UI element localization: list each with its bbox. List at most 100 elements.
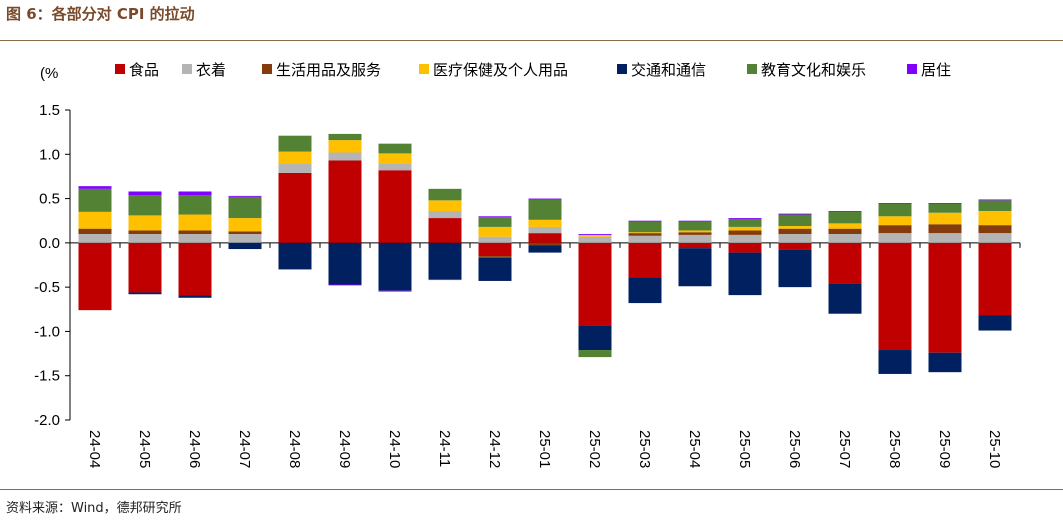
bar-segment-25-10-1: [978, 233, 1012, 243]
x-tick-label: 25-06: [786, 430, 803, 468]
bar-segment-25-10-2: [978, 225, 1012, 234]
bar-segment-24-11-3: [428, 200, 462, 211]
bar-segment-25-04-0: [678, 242, 712, 249]
bar-segment-25-06-6: [778, 213, 812, 215]
bar-segment-24-06-2: [178, 230, 212, 234]
x-tick-label: 24-08: [286, 430, 303, 468]
bar-segment-24-08-0: [278, 172, 312, 243]
stacked-bar-chart: 食品 衣着 生活用品及服务 医疗保健及个人用品 交通和通信 教育文化和娱乐 居住 (% 1.…: [34, 61, 1021, 468]
bar-segment-24-11-4: [428, 242, 462, 280]
bar-segment-25-06-3: [778, 226, 812, 229]
legend-label-1: 衣着: [196, 61, 226, 79]
bar-segment-25-10-4: [978, 315, 1012, 331]
bar-segment-24-08-3: [278, 151, 312, 165]
bar-segment-25-01-4: [528, 245, 562, 253]
bar-segment-24-06-1: [178, 234, 212, 243]
legend-label-5: 教育文化和娱乐: [761, 61, 866, 79]
bar-segment-24-10-0: [378, 170, 412, 243]
bar-segment-25-05-3: [728, 226, 762, 231]
bar-segment-24-06-3: [178, 214, 212, 231]
bar-segment-24-06-5: [178, 195, 212, 215]
bar-segment-25-03-6: [628, 220, 662, 222]
bar-segment-25-07-5: [828, 211, 862, 224]
bar-segment-25-05-6: [728, 218, 762, 219]
bar-segment-25-10-5: [978, 200, 1012, 211]
bar-segment-24-07-4: [228, 242, 262, 250]
bar-segment-25-02-5: [578, 350, 612, 358]
bar-segment-24-04-1: [78, 234, 112, 243]
bar-segment-25-02-3: [578, 234, 612, 237]
bar-segment-25-08-0: [878, 242, 912, 351]
y-tick-label: 0.5: [39, 191, 60, 208]
bar-segment-25-01-5: [528, 199, 562, 220]
x-tick-label: 25-10: [986, 430, 1003, 468]
bar-segment-25-09-6: [928, 203, 962, 204]
bar-segment-25-10-0: [978, 242, 1012, 316]
bar-segment-25-05-2: [728, 230, 762, 235]
bar-segment-24-12-2: [478, 256, 512, 258]
bar-segment-24-09-3: [328, 140, 362, 153]
bar-segment-24-12-0: [478, 242, 512, 257]
bar-segment-25-09-5: [928, 203, 962, 213]
legend-swatch-5: [747, 64, 757, 74]
x-tick-label: 25-07: [836, 430, 853, 468]
bar-segment-24-06-6: [178, 191, 212, 196]
bar-segment-25-08-3: [878, 216, 912, 226]
bar-segment-24-04-5: [78, 188, 112, 212]
bar-segment-24-10-1: [378, 163, 412, 171]
bar-segment-24-05-5: [128, 195, 162, 216]
x-tick-label: 25-05: [736, 430, 753, 468]
bar-segment-25-05-4: [728, 252, 762, 296]
chart-bars: [78, 133, 1012, 374]
y-tick-label: 1.0: [39, 146, 60, 163]
bar-segment-24-11-1: [428, 210, 462, 219]
bar-segment-25-08-6: [878, 203, 912, 204]
bar-segment-25-08-4: [878, 350, 912, 374]
bar-segment-24-12-3: [478, 226, 512, 237]
chart-legend: 食品 衣着 生活用品及服务 医疗保健及个人用品 交通和通信 教育文化和娱乐 居住: [115, 61, 951, 79]
bar-segment-25-04-3: [678, 230, 712, 233]
bar-segment-25-03-2: [628, 233, 662, 236]
bar-segment-24-10-3: [378, 153, 412, 164]
legend-label-4: 交通和通信: [631, 61, 706, 79]
x-tick-label: 25-08: [886, 430, 903, 468]
x-tick-label: 25-02: [586, 430, 603, 468]
bar-segment-25-04-6: [678, 220, 712, 222]
x-tick-label: 25-09: [936, 430, 953, 468]
x-axis-tick-labels: 24-04 24-05 24-06 24-07 24-08 24-09 24-10 24-11…: [86, 430, 1003, 468]
bar-segment-24-12-4: [478, 257, 512, 281]
bar-segment-25-06-0: [778, 242, 812, 250]
y-tick-label: -1.0: [34, 323, 60, 340]
bar-segment-24-05-2: [128, 230, 162, 234]
bar-segment-24-12-6: [478, 216, 512, 218]
bar-segment-25-07-0: [828, 242, 862, 284]
bar-segment-24-08-4: [278, 242, 312, 270]
bar-segment-25-04-2: [678, 232, 712, 235]
bar-segment-24-10-5: [378, 143, 412, 154]
bar-segment-25-01-1: [528, 226, 562, 234]
bar-segment-25-03-4: [628, 277, 662, 304]
bar-segment-24-09-1: [328, 152, 362, 161]
bar-segment-24-04-6: [78, 186, 112, 189]
bar-segment-25-03-3: [628, 232, 662, 234]
bar-segment-24-10-4: [378, 242, 412, 291]
bar-segment-24-09-4: [328, 242, 362, 285]
bar-segment-24-05-6: [128, 191, 162, 196]
bar-segment-25-08-2: [878, 225, 912, 234]
bar-segment-25-06-4: [778, 249, 812, 288]
bar-segment-25-02-4: [578, 325, 612, 351]
bar-segment-24-12-5: [478, 217, 512, 227]
legend-label-6: 居住: [921, 61, 951, 79]
bar-segment-24-05-3: [128, 215, 162, 231]
bar-segment-24-09-0: [328, 160, 362, 243]
bar-segment-25-02-0: [578, 242, 612, 326]
bar-segment-24-09-6: [328, 284, 362, 286]
bar-segment-24-11-5: [428, 188, 462, 201]
bar-segment-25-02-6: [578, 234, 612, 235]
bar-segment-24-04-3: [78, 211, 112, 229]
bar-segment-25-08-1: [878, 233, 912, 243]
x-tick-label: 24-09: [336, 430, 353, 468]
bar-segment-24-11-0: [428, 218, 462, 243]
x-tick-label: 24-10: [386, 430, 403, 468]
bar-segment-25-10-3: [978, 210, 1012, 226]
